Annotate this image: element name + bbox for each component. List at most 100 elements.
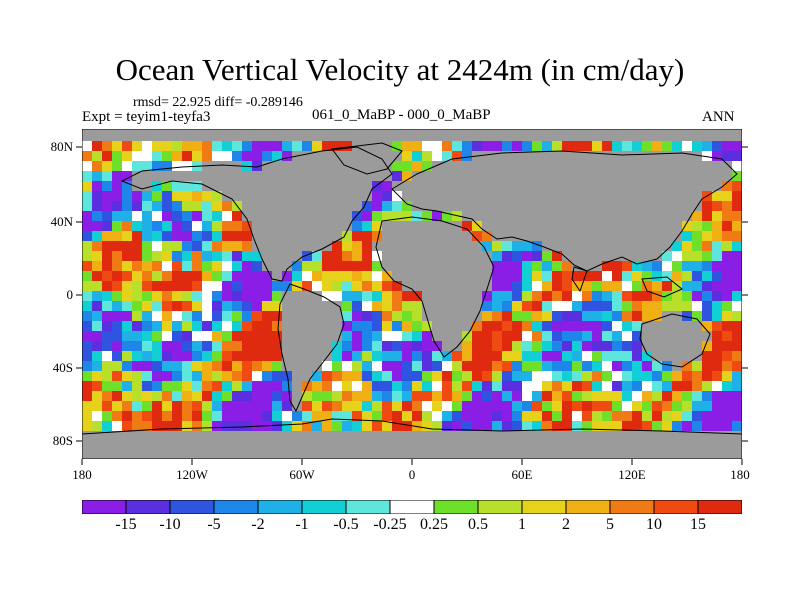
field-cell bbox=[512, 291, 522, 301]
field-cell bbox=[352, 291, 362, 301]
field-cell bbox=[122, 161, 132, 171]
field-cell bbox=[712, 331, 722, 341]
field-cell bbox=[232, 351, 242, 361]
field-cell bbox=[722, 421, 732, 431]
field-cell bbox=[142, 371, 152, 381]
field-cell bbox=[302, 391, 312, 401]
field-cell bbox=[422, 341, 432, 351]
field-cell bbox=[272, 381, 282, 391]
field-cell bbox=[172, 341, 182, 351]
field-cell bbox=[712, 381, 722, 391]
field-cell bbox=[202, 261, 212, 271]
field-cell bbox=[222, 261, 232, 271]
field-cell bbox=[82, 351, 92, 361]
field-cell bbox=[502, 391, 512, 401]
field-cell bbox=[382, 181, 392, 191]
field-cell bbox=[162, 261, 172, 271]
field-cell bbox=[362, 201, 372, 211]
field-cell bbox=[252, 251, 262, 261]
field-cell bbox=[482, 421, 492, 431]
field-cell bbox=[162, 211, 172, 221]
field-cell bbox=[682, 371, 692, 381]
field-cell bbox=[192, 251, 202, 261]
field-cell bbox=[342, 351, 352, 361]
field-cell bbox=[82, 161, 92, 171]
field-cell bbox=[602, 261, 612, 271]
field-cell bbox=[192, 381, 202, 391]
field-cell bbox=[662, 261, 672, 271]
field-cell bbox=[202, 211, 212, 221]
field-cell bbox=[452, 361, 462, 371]
field-cell bbox=[132, 301, 142, 311]
field-cell bbox=[632, 271, 642, 281]
field-cell bbox=[202, 241, 212, 251]
field-cell bbox=[112, 331, 122, 341]
field-cell bbox=[592, 331, 602, 341]
field-cell bbox=[522, 371, 532, 381]
field-cell bbox=[92, 171, 102, 181]
field-cell bbox=[382, 411, 392, 421]
field-cell bbox=[382, 211, 392, 221]
field-cell bbox=[632, 321, 642, 331]
field-cell bbox=[682, 271, 692, 281]
field-cell bbox=[682, 361, 692, 371]
field-cell bbox=[202, 391, 212, 401]
field-cell bbox=[192, 301, 202, 311]
field-cell bbox=[702, 411, 712, 421]
field-cell bbox=[462, 141, 472, 151]
field-cell bbox=[352, 211, 362, 221]
field-cell bbox=[192, 221, 202, 231]
field-cell bbox=[262, 151, 272, 161]
field-cell bbox=[622, 351, 632, 361]
field-cell bbox=[632, 261, 642, 271]
field-cell bbox=[382, 421, 392, 431]
field-cell bbox=[482, 141, 492, 151]
field-cell bbox=[82, 341, 92, 351]
field-cell bbox=[532, 241, 542, 251]
field-cell bbox=[592, 311, 602, 321]
field-cell bbox=[372, 181, 382, 191]
field-cell bbox=[572, 361, 582, 371]
field-cell bbox=[152, 241, 162, 251]
field-cell bbox=[722, 411, 732, 421]
colorbar-label: 1 bbox=[518, 516, 526, 533]
field-cell bbox=[272, 391, 282, 401]
field-cell bbox=[202, 341, 212, 351]
field-cell bbox=[732, 241, 742, 251]
field-cell bbox=[112, 171, 122, 181]
field-cell bbox=[212, 231, 222, 241]
field-cell bbox=[692, 291, 702, 301]
field-cell bbox=[82, 171, 92, 181]
field-cell bbox=[662, 141, 672, 151]
field-cell bbox=[622, 301, 632, 311]
field-cell bbox=[552, 411, 562, 421]
field-cell bbox=[152, 391, 162, 401]
field-cell bbox=[492, 261, 502, 271]
ocean-map bbox=[82, 129, 742, 459]
field-cell bbox=[572, 411, 582, 421]
field-cell bbox=[142, 361, 152, 371]
field-cell bbox=[122, 221, 132, 231]
field-cell bbox=[392, 351, 402, 361]
field-cell bbox=[382, 321, 392, 331]
case-label: 061_0_MaBP - 000_0_MaBP bbox=[312, 107, 491, 123]
field-cell bbox=[642, 401, 652, 411]
field-cell bbox=[482, 291, 492, 301]
field-cell bbox=[582, 291, 592, 301]
field-cell bbox=[372, 331, 382, 341]
field-cell bbox=[132, 221, 142, 231]
field-cell bbox=[92, 221, 102, 231]
field-cell bbox=[102, 201, 112, 211]
field-cell bbox=[362, 351, 372, 361]
field-cell bbox=[442, 361, 452, 371]
field-cell bbox=[612, 301, 622, 311]
field-cell bbox=[142, 341, 152, 351]
field-cell bbox=[352, 241, 362, 251]
field-cell bbox=[282, 271, 292, 281]
field-cell bbox=[482, 241, 492, 251]
field-cell bbox=[182, 241, 192, 251]
field-cell bbox=[192, 231, 202, 241]
field-cell bbox=[702, 281, 712, 291]
field-cell bbox=[352, 411, 362, 421]
field-cell bbox=[432, 381, 442, 391]
